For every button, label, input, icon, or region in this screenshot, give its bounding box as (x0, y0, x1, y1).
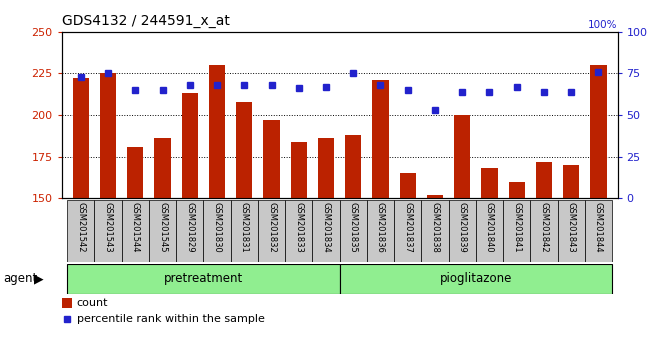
Bar (231, 200, 258, 262)
Text: GDS4132 / 244591_x_at: GDS4132 / 244591_x_at (62, 14, 229, 28)
Bar (209, 65, 225, 354)
Text: GSM201545: GSM201545 (158, 202, 167, 252)
Text: GSM201838: GSM201838 (430, 202, 439, 253)
Text: GSM201837: GSM201837 (403, 202, 412, 253)
Text: GSM201829: GSM201829 (185, 202, 194, 252)
Bar (345, 135, 361, 354)
Text: GSM201542: GSM201542 (76, 202, 85, 252)
Bar (394, 200, 421, 262)
Text: GSM201835: GSM201835 (349, 202, 358, 253)
Text: 100%: 100% (588, 20, 618, 30)
Text: GSM201830: GSM201830 (213, 202, 222, 253)
Text: GSM201831: GSM201831 (240, 202, 249, 253)
Text: GSM201543: GSM201543 (103, 202, 112, 252)
Bar (339, 264, 612, 294)
Bar (62, 298, 72, 308)
Bar (318, 138, 334, 354)
Text: GSM201836: GSM201836 (376, 202, 385, 253)
Text: GSM201841: GSM201841 (512, 202, 521, 252)
Bar (454, 115, 471, 354)
Bar (155, 138, 171, 354)
Bar (372, 80, 389, 354)
Bar (536, 162, 552, 354)
Bar (530, 200, 558, 262)
Bar (67, 264, 339, 294)
Text: GSM201834: GSM201834 (322, 202, 330, 253)
Bar (421, 200, 448, 262)
Bar (263, 120, 280, 354)
Bar (313, 200, 339, 262)
Text: GSM201842: GSM201842 (540, 202, 549, 252)
Bar (181, 93, 198, 354)
Bar (339, 200, 367, 262)
Bar (476, 200, 503, 262)
Bar (508, 182, 525, 354)
Text: agent: agent (3, 272, 38, 285)
Bar (400, 173, 416, 354)
Text: GSM201544: GSM201544 (131, 202, 140, 252)
Bar (367, 200, 394, 262)
Bar (503, 200, 530, 262)
Text: GSM201840: GSM201840 (485, 202, 494, 252)
Bar (67, 200, 94, 262)
Bar (291, 142, 307, 354)
Bar (563, 165, 579, 354)
Bar (203, 200, 231, 262)
Text: pioglitazone: pioglitazone (439, 272, 512, 285)
Bar (94, 200, 122, 262)
Text: GSM201844: GSM201844 (594, 202, 603, 252)
Bar (73, 79, 89, 354)
Bar (122, 200, 149, 262)
Text: GSM201843: GSM201843 (567, 202, 576, 253)
Text: pretreatment: pretreatment (164, 272, 243, 285)
Bar (558, 200, 585, 262)
Bar (427, 195, 443, 354)
Text: percentile rank within the sample: percentile rank within the sample (77, 314, 265, 324)
Bar (585, 200, 612, 262)
Bar (176, 200, 203, 262)
Bar (149, 200, 176, 262)
Bar (285, 200, 313, 262)
Bar (481, 168, 498, 354)
Text: GSM201833: GSM201833 (294, 202, 304, 253)
Bar (100, 74, 116, 354)
Bar (590, 65, 606, 354)
Bar (236, 102, 252, 354)
Text: GSM201839: GSM201839 (458, 202, 467, 253)
Text: count: count (77, 298, 109, 308)
Text: ▶: ▶ (34, 272, 44, 285)
Text: GSM201832: GSM201832 (267, 202, 276, 253)
Bar (127, 147, 144, 354)
Bar (448, 200, 476, 262)
Bar (258, 200, 285, 262)
